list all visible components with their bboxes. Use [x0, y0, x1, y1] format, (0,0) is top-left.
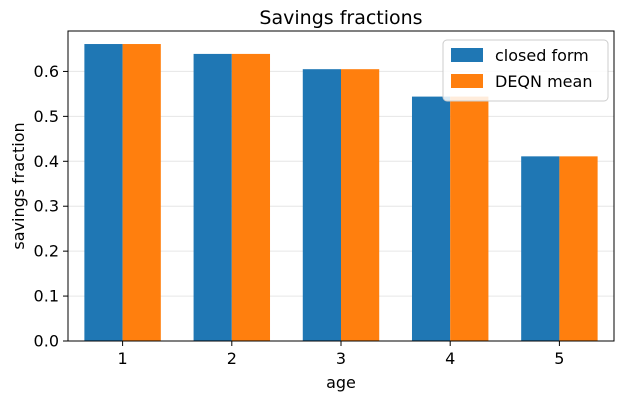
- legend-label: closed form: [495, 46, 589, 65]
- x-tick-label: 1: [118, 349, 128, 368]
- bar-closed-form-age-5: [521, 156, 560, 341]
- legend-swatch: [451, 48, 483, 62]
- x-tick-label: 2: [227, 349, 237, 368]
- x-axis-label: age: [326, 373, 356, 392]
- x-tick-label: 5: [554, 349, 564, 368]
- x-tick-label: 4: [445, 349, 455, 368]
- bar-deqn-mean-age-2: [231, 53, 271, 341]
- bar-closed-form-age-1: [84, 44, 123, 341]
- y-tick-label: 0.3: [34, 197, 59, 216]
- y-tick-label: 0.5: [34, 107, 59, 126]
- y-tick-label: 0.2: [34, 242, 59, 261]
- bar-closed-form-age-3: [302, 69, 341, 341]
- chart-title: Savings fractions: [259, 7, 422, 29]
- legend-swatch: [451, 74, 483, 88]
- y-axis-label: savings fraction: [9, 122, 28, 249]
- bar-closed-form-age-2: [193, 53, 232, 341]
- ticks-layer: 0.0 0.1 0.2 0.3 0.4 0.5 0.6 1 2 3 4 5: [34, 62, 565, 368]
- legend: closed form DEQN mean: [442, 39, 609, 102]
- y-tick-label: 0.4: [34, 152, 59, 171]
- y-tick-label: 0.0: [34, 332, 59, 351]
- legend-box: [442, 39, 609, 102]
- bar-deqn-mean-age-1: [122, 44, 161, 341]
- y-tick-label: 0.6: [34, 62, 59, 81]
- bar-deqn-mean-age-5: [559, 156, 598, 341]
- bar-closed-form-age-4: [411, 96, 451, 341]
- bar-deqn-mean-age-4: [450, 96, 489, 341]
- legend-label: DEQN mean: [495, 72, 592, 91]
- x-tick-label: 3: [336, 349, 346, 368]
- y-tick-label: 0.1: [34, 287, 59, 306]
- bars-layer: [84, 44, 598, 341]
- bar-deqn-mean-age-3: [341, 69, 380, 341]
